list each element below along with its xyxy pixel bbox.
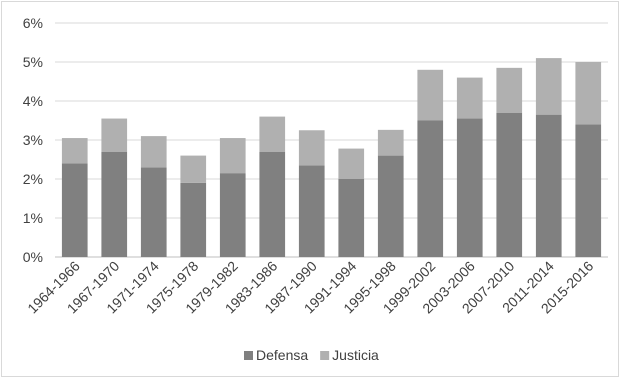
bar-segment-justicia: [417, 69, 444, 121]
bar-segment-justicia: [61, 138, 88, 164]
bar-segment-defensa: [417, 120, 444, 257]
bar-segment-defensa: [101, 151, 128, 257]
y-tick-label: 1%: [23, 210, 43, 226]
legend-label: Justicia: [332, 347, 379, 363]
bar-segment-defensa: [575, 124, 602, 258]
bar-segment-defensa: [496, 112, 523, 257]
bar-segment-justicia: [180, 155, 207, 183]
legend-swatch: [244, 351, 253, 360]
legend-swatch: [320, 351, 330, 360]
bar-segment-defensa: [61, 163, 88, 257]
y-tick-label: 2%: [23, 171, 43, 187]
bar-segment-defensa: [298, 165, 325, 257]
bar-segment-defensa: [259, 151, 286, 257]
bar-segment-justicia: [298, 130, 325, 166]
bar-segment-justicia: [140, 136, 167, 168]
bar-segment-defensa: [140, 167, 167, 257]
bar-segment-defensa: [456, 118, 483, 257]
legend: Defensa Justicia: [244, 347, 379, 363]
y-tick-label: 0%: [23, 249, 43, 265]
bar-segment-defensa: [219, 173, 246, 257]
bar-segment-justicia: [496, 67, 523, 113]
y-tick-label: 6%: [23, 15, 43, 31]
bar-segment-justicia: [377, 129, 404, 156]
bar-segment-justicia: [535, 58, 562, 115]
legend-label: Defensa: [256, 347, 308, 363]
y-tick-label: 5%: [23, 54, 43, 70]
gridlines: [55, 22, 608, 258]
bar-segment-justicia: [259, 116, 286, 152]
bars: [61, 58, 602, 258]
bar-segment-defensa: [535, 114, 562, 258]
bar-segment-defensa: [180, 182, 207, 257]
bar-segment-justicia: [456, 77, 483, 119]
y-axis: 0% 1% 2% 3% 4% 5% 6%: [23, 15, 43, 265]
bar-segment-justicia: [338, 148, 365, 179]
bar-segment-justicia: [101, 118, 128, 152]
bar-segment-justicia: [575, 62, 602, 125]
bar-segment-defensa: [377, 155, 404, 257]
bar-segment-defensa: [338, 179, 365, 257]
x-axis: 1964-19661967-19701971-19741975-19781979…: [24, 258, 596, 317]
y-tick-label: 3%: [23, 132, 43, 148]
y-tick-label: 4%: [23, 93, 43, 109]
bar-segment-justicia: [219, 138, 246, 174]
